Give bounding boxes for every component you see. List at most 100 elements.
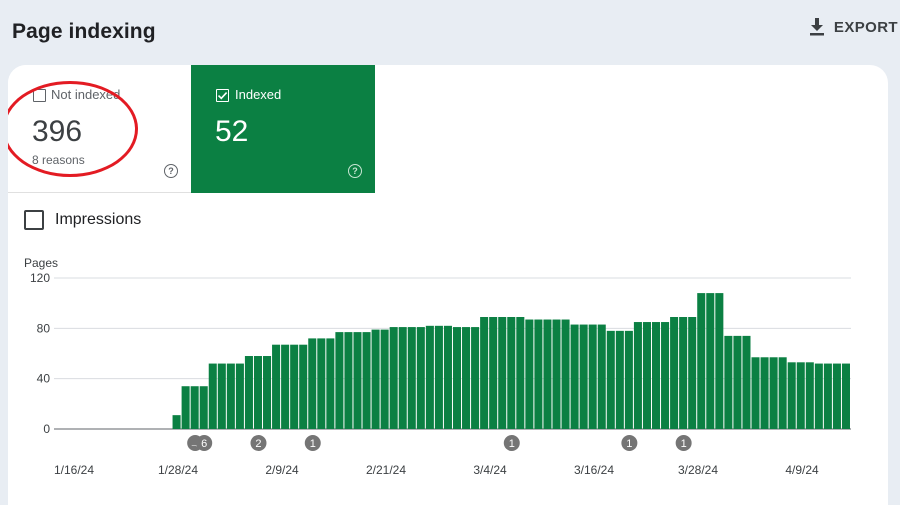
bar	[235, 363, 244, 429]
bar	[480, 317, 489, 429]
not-indexed-checkbox[interactable]	[33, 89, 46, 102]
bar	[570, 324, 579, 429]
bar	[362, 332, 371, 429]
bar	[425, 325, 434, 429]
bar	[742, 335, 751, 429]
bar	[832, 363, 841, 429]
tile-indexed[interactable]: Indexed 52 ?	[191, 65, 375, 193]
report-card: Not indexed 396 8 reasons ? Indexed 52 ?…	[8, 65, 888, 505]
indexed-checkbox[interactable]	[216, 89, 229, 102]
bar	[624, 330, 633, 429]
annotation-marker	[503, 435, 520, 451]
bar	[344, 332, 353, 429]
x-tick-label: 2/21/24	[366, 463, 406, 477]
bar	[299, 344, 308, 429]
bar	[534, 319, 543, 429]
bar	[661, 322, 670, 429]
annotation-label: 1	[310, 438, 316, 450]
bar	[507, 317, 516, 429]
bar	[489, 317, 498, 429]
bar	[434, 325, 443, 429]
bar	[651, 322, 661, 429]
bar	[281, 344, 290, 429]
bar	[597, 324, 606, 429]
impressions-label: Impressions	[55, 211, 142, 228]
bar	[443, 325, 452, 429]
checkmark-icon	[217, 92, 228, 100]
y-tick-label: 80	[37, 321, 51, 335]
bar	[697, 293, 706, 429]
x-tick-label: 4/9/24	[785, 463, 819, 477]
export-button[interactable]: EXPORT	[809, 18, 898, 36]
help-icon[interactable]: ?	[348, 164, 362, 178]
bar	[462, 327, 471, 429]
bar	[190, 386, 199, 429]
bar	[724, 335, 733, 429]
bar	[841, 363, 850, 429]
not-indexed-reasons: 8 reasons	[32, 153, 85, 167]
bar	[615, 330, 624, 429]
bar	[498, 317, 507, 429]
bar	[389, 327, 398, 429]
not-indexed-label: Not indexed	[51, 87, 121, 102]
annotation-marker	[304, 435, 321, 451]
tile-not-indexed[interactable]: Not indexed 396 8 reasons ?	[8, 65, 191, 193]
annotation-label: 1	[509, 438, 515, 450]
bar	[380, 329, 389, 429]
annotation-label: →	[190, 438, 201, 450]
x-tick-label: 2/9/24	[265, 463, 299, 477]
bar	[263, 356, 272, 429]
bar	[398, 327, 407, 429]
bar	[172, 415, 181, 429]
bar	[290, 344, 299, 429]
bar	[217, 363, 226, 429]
impressions-checkbox[interactable]	[24, 210, 44, 230]
bar	[588, 324, 597, 429]
bar	[814, 363, 823, 429]
x-tick-label: 3/16/24	[574, 463, 614, 477]
annotation-label: 6	[201, 438, 207, 450]
bar	[371, 329, 380, 429]
x-tick-label: 1/28/24	[158, 463, 198, 477]
bar	[769, 357, 778, 429]
bar	[253, 356, 263, 429]
bar	[353, 332, 362, 429]
bar	[226, 363, 235, 429]
bar	[751, 357, 760, 429]
indexed-count: 52	[215, 115, 249, 148]
bar	[416, 327, 425, 429]
page-title: Page indexing	[12, 20, 156, 43]
bar	[407, 327, 416, 429]
bar	[823, 363, 832, 429]
page-header: Page indexing EXPORT	[0, 0, 900, 64]
bar	[670, 317, 679, 429]
bar	[642, 322, 651, 429]
bar	[317, 338, 326, 429]
annotation-marker	[196, 435, 213, 451]
bar	[760, 357, 769, 429]
bar	[335, 332, 344, 429]
annotation-label: 1	[626, 438, 632, 450]
bar	[778, 357, 787, 429]
annotation-marker	[675, 435, 692, 451]
bar	[208, 363, 217, 429]
y-tick-label: 40	[37, 372, 51, 386]
bar	[552, 319, 561, 429]
indexed-label: Indexed	[235, 87, 282, 102]
bar	[688, 317, 697, 429]
annotation-marker	[621, 435, 638, 451]
annotation-label: 1	[681, 438, 687, 450]
impressions-toggle[interactable]: Impressions	[24, 210, 141, 230]
bar	[679, 317, 688, 429]
bar	[308, 338, 317, 429]
bar	[272, 344, 281, 429]
x-tick-label: 1/16/24	[54, 463, 94, 477]
bar	[561, 319, 570, 429]
export-label: EXPORT	[833, 18, 898, 36]
bar	[181, 386, 190, 429]
bar	[706, 293, 715, 429]
bar	[326, 338, 335, 429]
bar	[633, 322, 642, 429]
bar	[805, 362, 814, 429]
help-icon[interactable]: ?	[164, 164, 178, 178]
